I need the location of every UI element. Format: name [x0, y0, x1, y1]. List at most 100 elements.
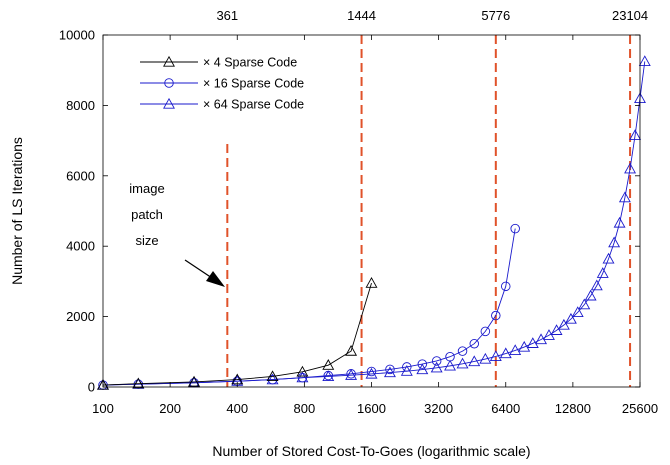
series [97, 277, 378, 390]
annotation: image patch size [129, 181, 225, 287]
annotation-text: size [135, 233, 158, 248]
series-line [102, 283, 372, 386]
legend-label: × 64 Sparse Code [203, 98, 304, 112]
data-point [164, 78, 174, 88]
data-point [431, 356, 442, 366]
data-point [345, 344, 358, 356]
axis-ticks: 100 200 400 800 1600 3200 6400 12800 25600 0 2000 4… [59, 28, 658, 417]
x-tick-label: 100 [92, 401, 114, 416]
x-axis-label: Number of Stored Cost-To-Goes (logarithm… [212, 443, 530, 459]
data-point [188, 375, 200, 387]
data-point [468, 355, 481, 367]
x-tick-label: 6400 [491, 401, 520, 416]
legend-item: × 4 Sparse Code [140, 56, 297, 70]
y-tick-label: 6000 [66, 168, 95, 183]
y-tick-label: 4000 [66, 239, 95, 254]
data-point [297, 372, 308, 383]
data-point [489, 350, 502, 361]
data-point [266, 370, 279, 382]
data-point [402, 362, 412, 372]
annotation-arrow-shaft [184, 259, 213, 279]
x-tick-label: 1600 [357, 401, 386, 416]
reference-line-label: 23104 [612, 8, 648, 23]
data-point [469, 338, 480, 349]
legend: × 4 Sparse Code × 16 Sparse Code × 64 Spar… [140, 56, 304, 112]
data-point [416, 363, 429, 375]
data-point [163, 55, 175, 67]
annotation-arrow-head [206, 271, 225, 287]
data-point [132, 377, 145, 389]
data-point [638, 55, 651, 67]
data-point [491, 310, 501, 321]
data-point [456, 357, 469, 369]
data-point [457, 346, 468, 356]
data-point [97, 378, 109, 390]
data-point [163, 97, 175, 109]
reference-line-label: 1444 [347, 8, 376, 23]
data-point [526, 337, 539, 348]
data-point [564, 312, 577, 324]
data-point [383, 366, 396, 378]
data-point [518, 340, 531, 352]
data-point [571, 306, 584, 317]
data-point [501, 281, 511, 292]
data-point [557, 318, 570, 330]
x-tick-label: 3200 [424, 401, 453, 416]
data-point [444, 359, 456, 371]
data-point [509, 344, 522, 356]
data-point [296, 365, 309, 377]
data-point [510, 223, 520, 234]
legend-item: × 16 Sparse Code [140, 77, 304, 91]
data-point [608, 236, 621, 248]
data-point [629, 129, 642, 140]
series-layer [97, 55, 651, 390]
series [97, 55, 651, 390]
annotation-text: image [129, 181, 164, 196]
data-point [550, 324, 563, 335]
data-point [602, 252, 615, 264]
data-point [596, 267, 609, 278]
series-line [102, 228, 516, 386]
data-point [480, 326, 491, 337]
reference-line-label: 361 [216, 8, 238, 23]
data-point [578, 298, 591, 310]
reference-line-label: 5776 [481, 8, 510, 23]
x-tick-label: 800 [294, 401, 316, 416]
data-point [499, 347, 512, 359]
legend-label: × 4 Sparse Code [203, 56, 297, 70]
reference-lines: 361 1444 5776 23104 [216, 8, 648, 387]
data-point [613, 216, 626, 228]
x-tick-label: 25600 [622, 401, 658, 416]
annotation-text: patch [131, 207, 163, 222]
data-point [345, 369, 358, 380]
y-tick-label: 8000 [66, 98, 95, 113]
data-point [430, 361, 443, 373]
data-point [624, 162, 637, 174]
legend-item: × 64 Sparse Code [140, 98, 304, 112]
data-point [535, 333, 548, 345]
y-tick-label: 0 [88, 380, 95, 395]
legend-label: × 16 Sparse Code [203, 77, 304, 91]
data-point [346, 369, 356, 379]
data-point [365, 367, 378, 379]
data-point [417, 359, 428, 369]
data-point [590, 279, 603, 291]
data-point [385, 364, 395, 375]
data-point [445, 351, 455, 362]
data-point [365, 277, 378, 288]
data-point [323, 370, 334, 381]
data-point [366, 366, 377, 377]
data-point [322, 359, 335, 370]
y-tick-label: 2000 [66, 309, 95, 324]
x-tick-label: 12800 [555, 401, 591, 416]
series [98, 223, 520, 390]
data-point [479, 352, 492, 364]
y-axis-label: Number of LS Iterations [9, 137, 25, 285]
x-tick-label: 200 [159, 401, 181, 416]
y-tick-label: 10000 [59, 28, 95, 43]
data-point [584, 289, 597, 301]
series-line [102, 61, 646, 386]
data-point [618, 191, 631, 203]
x-tick-label: 400 [226, 401, 248, 416]
